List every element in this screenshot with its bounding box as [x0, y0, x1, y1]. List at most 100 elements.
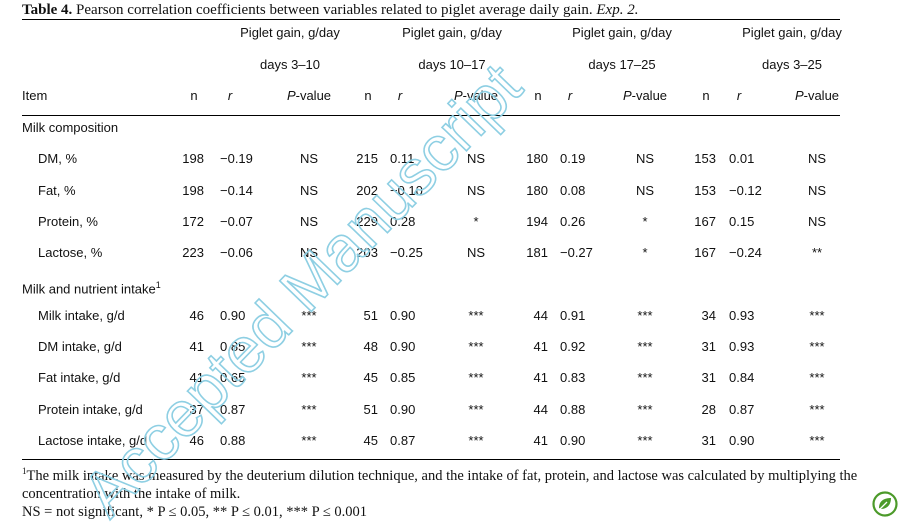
- cell-r: 0.93: [729, 339, 755, 355]
- cell-r: −0.07: [220, 213, 253, 229]
- group-title: Piglet gain, g/day: [402, 25, 502, 40]
- cell-r: 0.91: [560, 307, 586, 323]
- p-italic: P: [453, 88, 463, 103]
- cell-r: 0.26: [560, 213, 586, 229]
- bottom-rule: [22, 459, 840, 460]
- col-header-r: r: [397, 88, 403, 103]
- cell-p-value: ***: [468, 401, 484, 417]
- significance-note: NS = not significant, * P ≤ 0.05, ** P ≤…: [22, 503, 368, 520]
- header-rule: [22, 115, 840, 116]
- p-italic: P: [286, 88, 296, 103]
- cell-p-value: NS: [299, 245, 319, 261]
- cell-r: −0.24: [729, 245, 762, 261]
- cell-p-value: ***: [809, 339, 825, 355]
- cell-r: −0.14: [220, 182, 253, 198]
- cell-p-value: *: [642, 245, 648, 261]
- cell-r: −0.25: [390, 245, 423, 261]
- cell-n: 180: [526, 151, 548, 167]
- cell-n: 202: [356, 182, 378, 198]
- footnote-1: 1The milk intake was measured by the deu…: [22, 462, 862, 503]
- group-title: Piglet gain, g/day: [742, 25, 842, 40]
- cell-n: 31: [701, 370, 716, 386]
- col-header-n: n: [190, 88, 198, 103]
- col-header-p-value: P-value: [287, 88, 331, 104]
- cell-p-value: ***: [809, 433, 825, 448]
- cell-n: 229: [356, 213, 378, 229]
- cell-p-value: ***: [637, 307, 653, 323]
- cell-r: 0.90: [729, 433, 755, 448]
- cell-n: 51: [363, 401, 378, 417]
- cell-r: 0.90: [390, 339, 416, 355]
- cell-r: −0.10: [390, 182, 423, 198]
- col-header-p-value: P-value: [454, 88, 498, 104]
- col-header-r: r: [567, 88, 573, 103]
- cell-p-value: ***: [468, 370, 484, 386]
- cell-p-value: ***: [301, 401, 317, 417]
- cell-p-value: NS: [635, 151, 655, 167]
- caption-exp: Exp. 2.: [596, 2, 639, 18]
- cell-r: 0.19: [560, 151, 586, 167]
- top-rule: [22, 19, 840, 20]
- cell-n: 37: [189, 401, 204, 417]
- group-title: Piglet gain, g/day: [240, 25, 340, 40]
- cell-p-value: ***: [301, 339, 317, 355]
- col-header-n: n: [702, 88, 710, 103]
- cell-p-value: ***: [301, 433, 317, 448]
- section-title: Milk composition: [22, 120, 118, 136]
- cell-r: 0.85: [220, 339, 246, 355]
- cell-n: 45: [363, 433, 378, 448]
- cell-n: 198: [182, 182, 204, 198]
- section-title-text: Milk and nutrient intake: [22, 280, 156, 296]
- col-header-p-value: P-value: [623, 88, 667, 104]
- cell-r: 0.90: [560, 433, 586, 448]
- cell-p-value: NS: [466, 245, 486, 261]
- cell-n: 215: [356, 151, 378, 167]
- cell-p-value: **: [811, 245, 823, 261]
- cell-r: 0.83: [560, 370, 586, 386]
- group-days: days 17–25: [588, 57, 656, 72]
- p-suffix: -value: [803, 88, 840, 103]
- cell-r: 0.28: [390, 213, 416, 229]
- cell-n: 46: [189, 433, 204, 448]
- row-label: Lactose, %: [38, 245, 103, 261]
- section-title-text: Milk composition: [22, 120, 119, 135]
- cell-r: 0.84: [729, 370, 755, 386]
- table-label: Table 4.: [22, 2, 73, 18]
- cell-n: 45: [363, 370, 378, 386]
- row-label: DM intake, g/d: [38, 339, 122, 355]
- cell-p-value: NS: [299, 151, 319, 167]
- cell-r: 0.88: [220, 433, 246, 448]
- cell-r: −0.27: [560, 245, 593, 261]
- cell-r: 0.15: [729, 213, 755, 229]
- group-days: days 3–10: [260, 57, 320, 72]
- col-header-r: r: [736, 88, 742, 103]
- cell-n: 28: [701, 401, 716, 417]
- row-label: DM, %: [38, 151, 77, 167]
- col-header-p-value: P-value: [795, 88, 839, 104]
- cell-r: 0.85: [390, 370, 416, 386]
- cell-n: 203: [356, 245, 378, 261]
- caption-text: Pearson correlation coefficients between…: [72, 2, 597, 18]
- cell-r: 0.87: [220, 401, 246, 417]
- cell-p-value: ***: [468, 433, 484, 448]
- cell-p-value: NS: [807, 151, 827, 167]
- cell-n: 31: [701, 339, 716, 355]
- cell-r: 0.88: [560, 401, 586, 417]
- p-suffix: -value: [295, 88, 332, 103]
- cell-n: 198: [182, 151, 204, 167]
- p-suffix: -value: [462, 88, 499, 103]
- cell-n: 48: [363, 339, 378, 355]
- cell-r: 0.92: [560, 339, 586, 355]
- cell-n: 172: [182, 213, 204, 229]
- cell-p-value: NS: [807, 182, 827, 198]
- cell-r: 0.87: [390, 433, 416, 448]
- footnote-1-marker: 1: [22, 466, 27, 476]
- cell-p-value: *: [473, 213, 479, 229]
- cell-p-value: ***: [637, 339, 653, 355]
- footnotes: 1The milk intake was measured by the deu…: [22, 462, 862, 521]
- group-days: days 10–17: [418, 57, 486, 72]
- col-header-r: r: [227, 88, 233, 103]
- row-label: Protein, %: [38, 213, 98, 229]
- cell-r: −0.19: [220, 151, 253, 167]
- cell-r: 0.08: [560, 182, 586, 198]
